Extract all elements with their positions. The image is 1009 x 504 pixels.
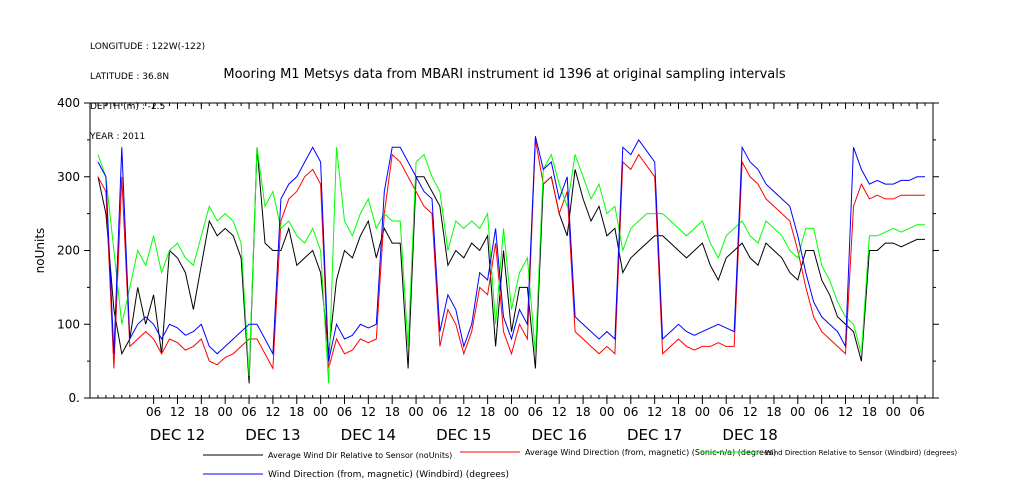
x-tick-label: 18 <box>766 405 781 419</box>
y-tick-label: 200 <box>57 244 80 258</box>
x-tick-label: 06 <box>909 405 924 419</box>
meta-latitude: LATITUDE : 36.8N <box>90 72 170 82</box>
meta-year: YEAR : 2011 <box>90 132 146 142</box>
day-label: DEC 17 <box>627 426 682 444</box>
x-tick-label: 06 <box>432 405 447 419</box>
metadata-block: LONGITUDE : 122W(-122) LATITUDE : 36.8N … <box>90 22 205 152</box>
x-tick-label: 18 <box>385 405 400 419</box>
day-label: DEC 15 <box>436 426 491 444</box>
y-tick-label: 400 <box>57 96 80 110</box>
y-tick-label: 0. <box>69 391 80 405</box>
x-tick-label: 12 <box>265 405 280 419</box>
x-tick-label: 06 <box>623 405 638 419</box>
x-tick-label: 18 <box>671 405 686 419</box>
day-label: DEC 13 <box>245 426 300 444</box>
chart-title: Mooring M1 Metsys data from MBARI instru… <box>223 67 786 82</box>
legend-label: Wind Direction (from, magnetic) (Windbir… <box>268 470 509 480</box>
day-label: DEC 12 <box>150 426 205 444</box>
legend-label: Average Wind Dir Relative to Sensor (noU… <box>268 451 452 460</box>
x-tick-label: 00 <box>218 405 233 419</box>
meta-longitude: LONGITUDE : 122W(-122) <box>90 42 206 52</box>
x-tick-label: 12 <box>170 405 185 419</box>
day-label: DEC 16 <box>532 426 587 444</box>
x-tick-label: 00 <box>408 405 423 419</box>
x-tick-label: 06 <box>337 405 352 419</box>
x-tick-label: 00 <box>599 405 614 419</box>
x-tick-label: 12 <box>838 405 853 419</box>
x-tick-label: 00 <box>790 405 805 419</box>
x-tick-label: 00 <box>504 405 519 419</box>
y-tick-label: 100 <box>57 317 80 331</box>
day-label: DEC 18 <box>722 426 777 444</box>
x-tick-label: 06 <box>528 405 543 419</box>
x-tick-label: 18 <box>575 405 590 419</box>
series-line <box>97 147 925 384</box>
x-tick-label: 12 <box>361 405 376 419</box>
x-tick-label: 12 <box>552 405 567 419</box>
x-tick-label: 18 <box>862 405 877 419</box>
series-line <box>97 139 925 371</box>
x-tick-label: 12 <box>647 405 662 419</box>
x-tick-label: 18 <box>194 405 209 419</box>
series-line <box>97 136 925 362</box>
x-tick-label: 06 <box>814 405 829 419</box>
x-tick-label: 00 <box>886 405 901 419</box>
x-tick-label: 12 <box>456 405 471 419</box>
series-group <box>97 136 925 384</box>
legend-label: Wind Direction Relative to Sensor (Windb… <box>765 449 957 457</box>
x-tick-label: 00 <box>695 405 710 419</box>
x-tick-label: 00 <box>313 405 328 419</box>
y-axis-label: noUnits <box>33 228 47 274</box>
day-label: DEC 14 <box>341 426 396 444</box>
x-tick-label: 18 <box>289 405 304 419</box>
x-tick-label: 06 <box>719 405 734 419</box>
x-tick-label: 12 <box>742 405 757 419</box>
x-tick-label: 18 <box>480 405 495 419</box>
x-tick-label: 06 <box>146 405 161 419</box>
y-tick-label: 300 <box>57 170 80 184</box>
x-tick-label: 06 <box>241 405 256 419</box>
series-line <box>97 147 925 384</box>
legend-label: Average Wind Direction (from, magnetic) … <box>525 448 776 457</box>
meta-depth: DEPTH (m) : -2.5 <box>90 102 166 112</box>
